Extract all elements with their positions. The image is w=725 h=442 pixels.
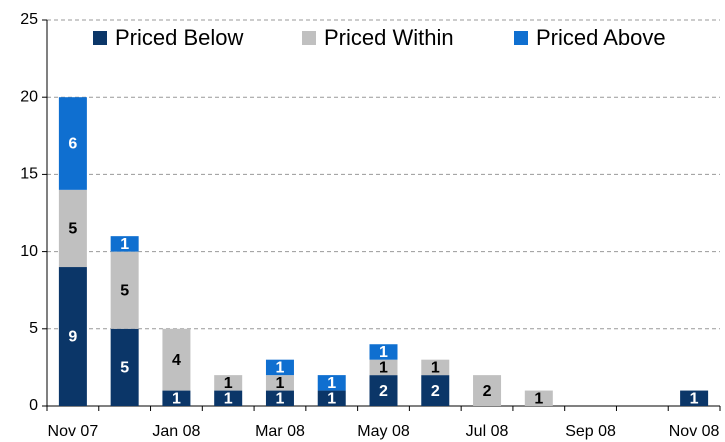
value-label: 1 bbox=[690, 390, 699, 407]
legend-label: Priced Above bbox=[536, 25, 666, 50]
value-label: 1 bbox=[379, 344, 388, 361]
bar-segment bbox=[110, 251, 139, 329]
value-label: 1 bbox=[431, 360, 440, 377]
x-tick-label: May 08 bbox=[357, 423, 410, 440]
bar-segment bbox=[162, 328, 191, 391]
legend-swatch bbox=[302, 31, 316, 45]
y-tick-label: 20 bbox=[20, 88, 38, 105]
bar-segment bbox=[317, 375, 346, 391]
value-label: 5 bbox=[68, 221, 77, 238]
bar-segment bbox=[473, 375, 502, 406]
y-tick-label: 0 bbox=[29, 397, 38, 414]
value-label: 1 bbox=[172, 390, 181, 407]
value-label: 1 bbox=[276, 390, 285, 407]
legend-swatch bbox=[514, 31, 528, 45]
bar-segment bbox=[265, 375, 294, 391]
x-tick-label: Sep 08 bbox=[565, 423, 616, 440]
value-label: 1 bbox=[534, 390, 543, 407]
bar-segment bbox=[265, 390, 294, 406]
bar-segment bbox=[162, 390, 191, 406]
bar-segment bbox=[265, 359, 294, 376]
value-label: 6 bbox=[68, 136, 77, 153]
x-tick-label: Nov 08 bbox=[669, 423, 720, 440]
value-label: 1 bbox=[224, 375, 233, 392]
bar-segment bbox=[369, 344, 398, 360]
bar-segment bbox=[110, 236, 139, 252]
value-label: 1 bbox=[379, 360, 388, 377]
x-tick-label: Nov 07 bbox=[48, 423, 99, 440]
bar-segment bbox=[317, 390, 346, 406]
bar-segment bbox=[214, 375, 243, 391]
value-label: 1 bbox=[327, 390, 336, 407]
value-label: 1 bbox=[276, 360, 285, 377]
bar-segment bbox=[58, 189, 87, 268]
bar-segment bbox=[524, 390, 553, 406]
bar-segment bbox=[110, 328, 139, 406]
value-label: 5 bbox=[120, 282, 129, 299]
value-label: 2 bbox=[431, 383, 440, 400]
value-label: 5 bbox=[120, 360, 129, 377]
legend-label: Priced Within bbox=[324, 25, 454, 50]
value-label: 1 bbox=[327, 375, 336, 392]
y-tick-label: 25 bbox=[20, 11, 38, 28]
value-label: 1 bbox=[120, 236, 129, 253]
bar-segment bbox=[214, 390, 243, 406]
bar-segment bbox=[680, 390, 709, 406]
value-label: 4 bbox=[172, 352, 181, 369]
bar-segment bbox=[421, 359, 450, 376]
value-label: 1 bbox=[276, 375, 285, 392]
y-tick-label: 15 bbox=[20, 166, 38, 183]
bar-segment bbox=[421, 375, 450, 406]
bar-segment bbox=[58, 267, 87, 406]
legend-label: Priced Below bbox=[115, 25, 244, 50]
value-label: 1 bbox=[224, 390, 233, 407]
x-tick-label: Jan 08 bbox=[152, 423, 200, 440]
bar-segment bbox=[58, 97, 87, 190]
bar-segment bbox=[369, 375, 398, 406]
x-tick-label: Mar 08 bbox=[255, 423, 305, 440]
legend-swatch bbox=[93, 31, 107, 45]
value-label: 9 bbox=[68, 329, 77, 346]
y-tick-label: 5 bbox=[29, 320, 38, 337]
x-tick-label: Jul 08 bbox=[466, 423, 509, 440]
y-tick-label: 10 bbox=[20, 243, 38, 260]
bar-segment bbox=[369, 359, 398, 376]
value-label: 2 bbox=[379, 383, 388, 400]
value-label: 2 bbox=[483, 383, 492, 400]
